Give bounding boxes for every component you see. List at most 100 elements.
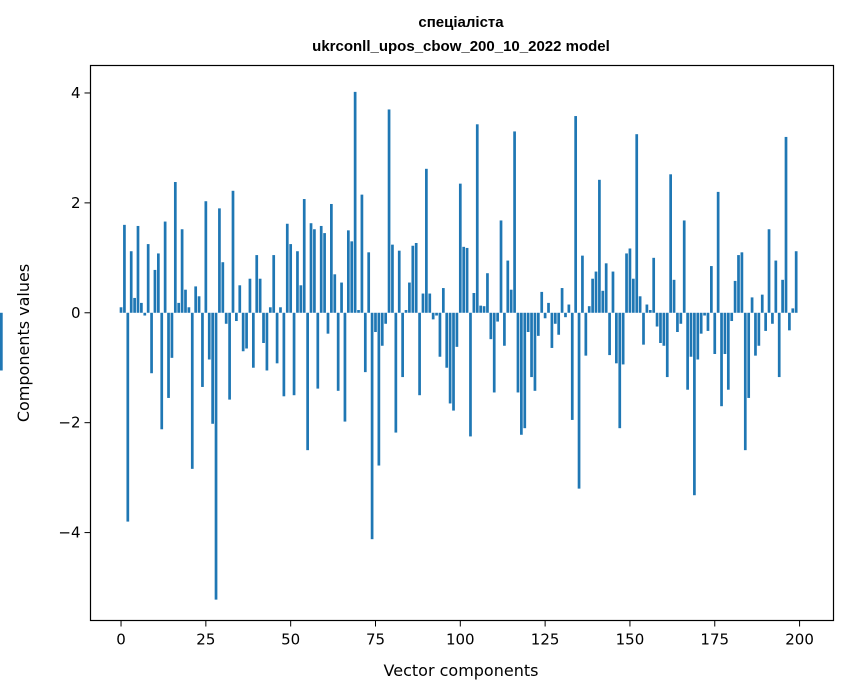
- bar-142: [601, 290, 605, 313]
- bar-179: [726, 312, 730, 390]
- bar-20: [187, 307, 191, 313]
- bar-86: [411, 245, 415, 313]
- bar-193: [774, 260, 778, 313]
- x-tick-label: 75: [366, 631, 385, 649]
- bar-37: [245, 312, 248, 349]
- bar-171: [699, 312, 703, 334]
- bar-51: [292, 312, 296, 396]
- bar-106: [479, 305, 483, 313]
- bar-135: [577, 312, 581, 489]
- bar-62: [330, 203, 333, 313]
- bar-13: [163, 221, 167, 313]
- bar-55: [306, 312, 309, 451]
- bar-53: [299, 285, 303, 313]
- bar-47: [279, 307, 282, 313]
- bar-187: [754, 312, 757, 356]
- bar-167: [686, 312, 689, 390]
- bar-190: [764, 312, 767, 331]
- bar-89: [421, 293, 425, 313]
- bar-156: [648, 310, 652, 313]
- bar-95: [441, 288, 445, 313]
- bar-80: [391, 244, 394, 313]
- bar-150: [628, 248, 632, 313]
- bar-101: [462, 246, 466, 313]
- bar-158: [655, 312, 659, 327]
- bar-19: [184, 289, 187, 313]
- bar-63: [333, 274, 337, 313]
- bar-183: [740, 252, 744, 313]
- bar-155: [645, 304, 649, 313]
- bar-78: [384, 312, 388, 324]
- x-tick-label: 100: [446, 631, 475, 649]
- bar-67: [346, 230, 350, 313]
- bar-127: [550, 312, 554, 348]
- bar-90: [425, 168, 428, 313]
- bar-4: [133, 297, 136, 313]
- bar-57: [313, 229, 316, 313]
- y-axis-ticks: −4 −2 0 2 4: [58, 84, 91, 542]
- bar-0: [119, 307, 123, 313]
- x-tick-label: 0: [116, 631, 126, 649]
- bar-129: [557, 312, 561, 335]
- bar-44: [268, 307, 272, 313]
- bar-123: [536, 312, 540, 336]
- bar-116: [513, 131, 516, 313]
- bar-43: [265, 312, 269, 371]
- bar-34: [235, 312, 238, 322]
- bar-23: [197, 296, 201, 313]
- bar-39: [251, 312, 255, 368]
- x-tick-label: 200: [785, 631, 814, 649]
- bar-192: [771, 312, 774, 324]
- bar-33: [231, 190, 235, 313]
- bar-104: [472, 293, 476, 313]
- bar-7: [143, 312, 147, 316]
- bar-72: [363, 312, 367, 373]
- bar-81: [394, 312, 398, 433]
- bar-41: [258, 278, 262, 313]
- bar-169: [693, 312, 696, 496]
- bar-100: [458, 183, 462, 313]
- x-tick-label: 25: [196, 631, 215, 649]
- bar-113: [503, 312, 506, 346]
- bar-29: [218, 208, 221, 313]
- bar-1: [123, 224, 126, 313]
- bar-143: [604, 263, 608, 313]
- bar-191: [767, 229, 771, 313]
- bar-175: [713, 312, 717, 354]
- bar-126: [547, 302, 550, 313]
- bar-60: [323, 233, 326, 313]
- bar-46: [275, 312, 279, 364]
- bar-137: [584, 312, 588, 356]
- bar-130: [560, 288, 564, 313]
- bar-166: [682, 220, 686, 313]
- bar-109: [489, 312, 493, 340]
- bar-10: [153, 269, 157, 313]
- bar-102: [465, 247, 469, 313]
- bar-161: [665, 312, 669, 378]
- bar-77: [380, 312, 384, 346]
- bar-3: [129, 251, 133, 313]
- bar-128: [553, 312, 557, 324]
- bar-188: [757, 312, 761, 346]
- bar-186: [750, 297, 754, 313]
- bar-107: [482, 306, 486, 313]
- bar-85: [408, 282, 411, 313]
- bar-131: [564, 312, 567, 318]
- bar-12: [160, 312, 164, 430]
- bar-76: [377, 312, 381, 466]
- bar-71: [360, 194, 364, 313]
- bar-194: [777, 312, 781, 378]
- bar-15: [170, 312, 174, 358]
- bar-70: [357, 310, 360, 313]
- bar-145: [611, 271, 615, 313]
- bar-73: [367, 252, 371, 313]
- bar-162: [669, 174, 672, 313]
- bar-92: [431, 312, 435, 320]
- bar-11: [157, 253, 160, 313]
- bar-98: [452, 312, 455, 411]
- bar-163: [672, 279, 676, 313]
- y-tick-label: 0: [71, 304, 81, 322]
- bar-75: [374, 312, 377, 333]
- bar-38: [248, 278, 252, 313]
